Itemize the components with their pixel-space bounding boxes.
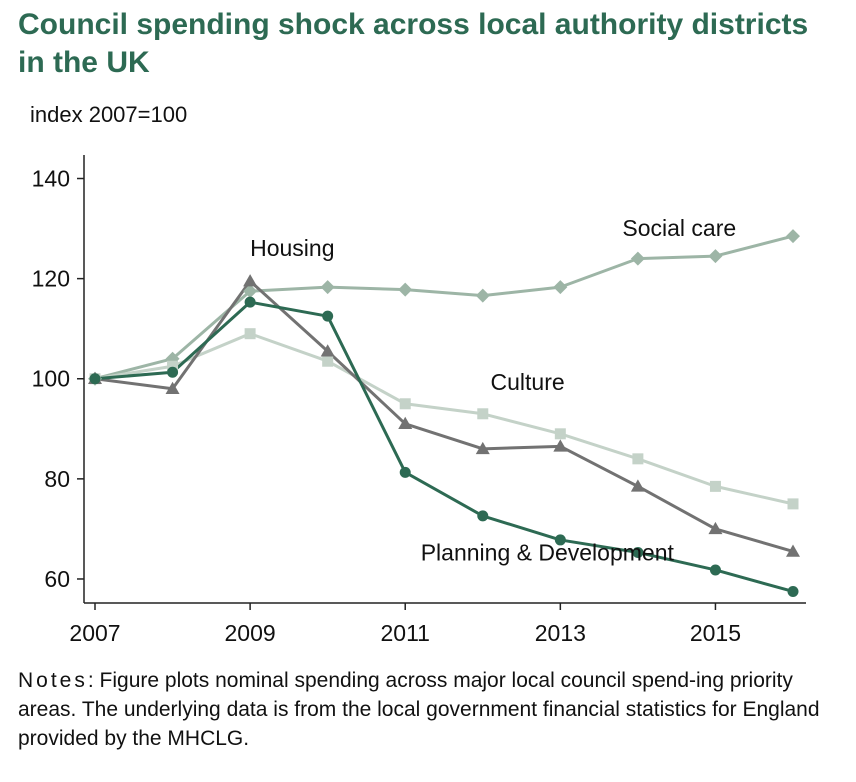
data-point [786,229,800,244]
data-point [475,288,490,303]
series-line-planning-development [94,300,794,593]
x-tick-label: 2009 [225,620,276,646]
data-point [398,416,413,430]
x-tick-label: 2015 [690,620,741,646]
data-point [630,251,645,266]
y-tick-label: 80 [44,466,70,492]
series-line-culture [94,332,794,506]
line-chart: 60 80 100 120 140 2007 2009 2011 2013 2015 Social… [32,155,806,646]
data-point [708,521,723,535]
data-point [165,381,180,395]
data-point [630,479,645,492]
series-label-culture: Culture [491,369,565,395]
data-point [167,366,179,378]
data-point [322,355,334,367]
data-point [320,280,335,295]
data-point [244,328,256,340]
data-point [554,428,566,440]
data-point [243,274,258,287]
notes: Notes: Figure plots nominal spending acr… [18,666,840,753]
chart-title: Council spending shock across local auth… [18,8,809,79]
y-tick-label: 140 [32,166,70,192]
notes-text: : Figure plots nominal spending across m… [18,669,820,750]
data-point [786,544,800,557]
y-tick-label: 100 [32,366,70,392]
y-tick-label: 60 [44,566,70,592]
data-point [89,373,101,385]
data-point [477,408,489,420]
series-line-housing [94,279,794,553]
data-point [787,585,799,597]
data-point [244,296,256,308]
data-point [475,441,490,455]
data-point [632,546,644,558]
x-tick-label: 2013 [535,620,586,646]
data-point [477,510,489,522]
series-line-social-care [94,234,794,381]
data-point [554,534,566,546]
series-label-planning-development: Planning & Development [421,539,675,565]
data-point [553,439,568,452]
data-point [708,249,723,264]
data-point [399,466,411,478]
data-point [399,398,411,410]
data-point [709,564,721,576]
series-label-housing: Housing [250,235,334,261]
series-label-social-care: Social care [622,215,736,241]
notes-lead: Notes [18,669,88,692]
data-point [322,310,334,322]
data-point [320,344,335,357]
data-point [243,284,258,299]
data-point [167,360,179,372]
data-point [709,480,721,492]
data-point [553,280,568,295]
data-point [787,498,799,510]
data-point [398,282,413,297]
x-tick-label: 2011 [380,620,429,646]
data-point [632,453,644,465]
y-axis-label: index 2007=100 [30,102,188,127]
y-tick-label: 120 [32,266,70,292]
x-tick-label: 2007 [69,620,120,646]
